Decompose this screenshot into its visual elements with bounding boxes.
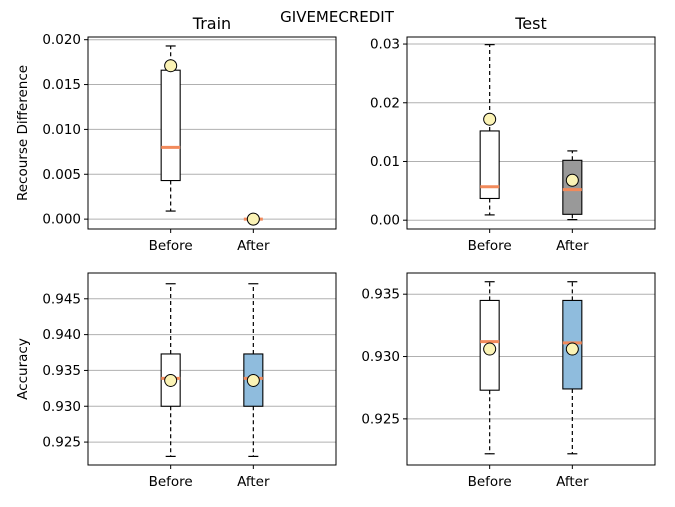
y-tick-label: 0.00: [370, 213, 400, 229]
x-tick-label: Before: [149, 238, 193, 254]
box-before: [160, 69, 181, 182]
panel-title: Train: [192, 14, 231, 33]
axes-frame: [87, 272, 337, 466]
x-tick-label: After: [237, 474, 270, 490]
panel-title: Test: [514, 14, 547, 33]
mean-marker: [483, 342, 497, 356]
y-tick-label: 0.03: [370, 37, 400, 53]
x-tick-label: Before: [468, 238, 512, 254]
axes-frame: [406, 272, 656, 466]
y-tick-label: 0.020: [42, 32, 81, 48]
y-tick-label: 0.940: [42, 327, 81, 343]
x-tick-label: After: [237, 238, 270, 254]
figure-suptitle: GIVEMECREDIT: [280, 8, 395, 26]
x-tick-label: Before: [468, 474, 512, 490]
chart-panel-4: 0.925 0.930 0.935 Before After: [361, 272, 656, 490]
y-tick-label: 0.000: [42, 212, 81, 228]
y-tick-label: 0.005: [42, 167, 81, 183]
y-tick-label: 0.925: [42, 435, 81, 451]
x-tick-label: After: [556, 474, 589, 490]
chart-panel-1: 0.000 0.005 0.010 0.015 0.020 Before After Trai…: [15, 14, 337, 254]
y-tick-label: 0.925: [361, 411, 400, 427]
mean-marker: [164, 373, 178, 387]
y-axis-label: Accuracy: [15, 338, 31, 400]
mean-marker: [246, 373, 260, 387]
x-tick-label: After: [556, 238, 589, 254]
mean-marker: [164, 59, 178, 73]
y-tick-label: 0.945: [42, 291, 81, 307]
y-tick-label: 0.935: [361, 287, 400, 303]
chart-panel-3: 0.925 0.930 0.935 0.940 0.945 Before After Accu…: [15, 272, 337, 490]
box-after: [562, 159, 583, 215]
axes-frame: [406, 36, 656, 230]
mean-marker: [565, 342, 579, 356]
y-tick-label: 0.930: [361, 349, 400, 365]
y-axis-label: Recourse Difference: [15, 65, 31, 201]
box-before: [479, 130, 500, 200]
y-tick-label: 0.015: [42, 77, 81, 93]
mean-marker: [483, 112, 497, 126]
x-tick-label: Before: [149, 474, 193, 490]
mean-marker: [565, 173, 579, 187]
mean-marker: [246, 212, 260, 226]
y-tick-label: 0.930: [42, 399, 81, 415]
chart-panel-2: 0.00 0.01 0.02 0.03 Before After Test: [370, 14, 656, 254]
axes-frame: [87, 36, 337, 230]
y-tick-label: 0.02: [370, 95, 400, 111]
y-tick-label: 0.01: [370, 154, 400, 170]
y-tick-label: 0.010: [42, 122, 81, 138]
y-tick-label: 0.935: [42, 363, 81, 379]
